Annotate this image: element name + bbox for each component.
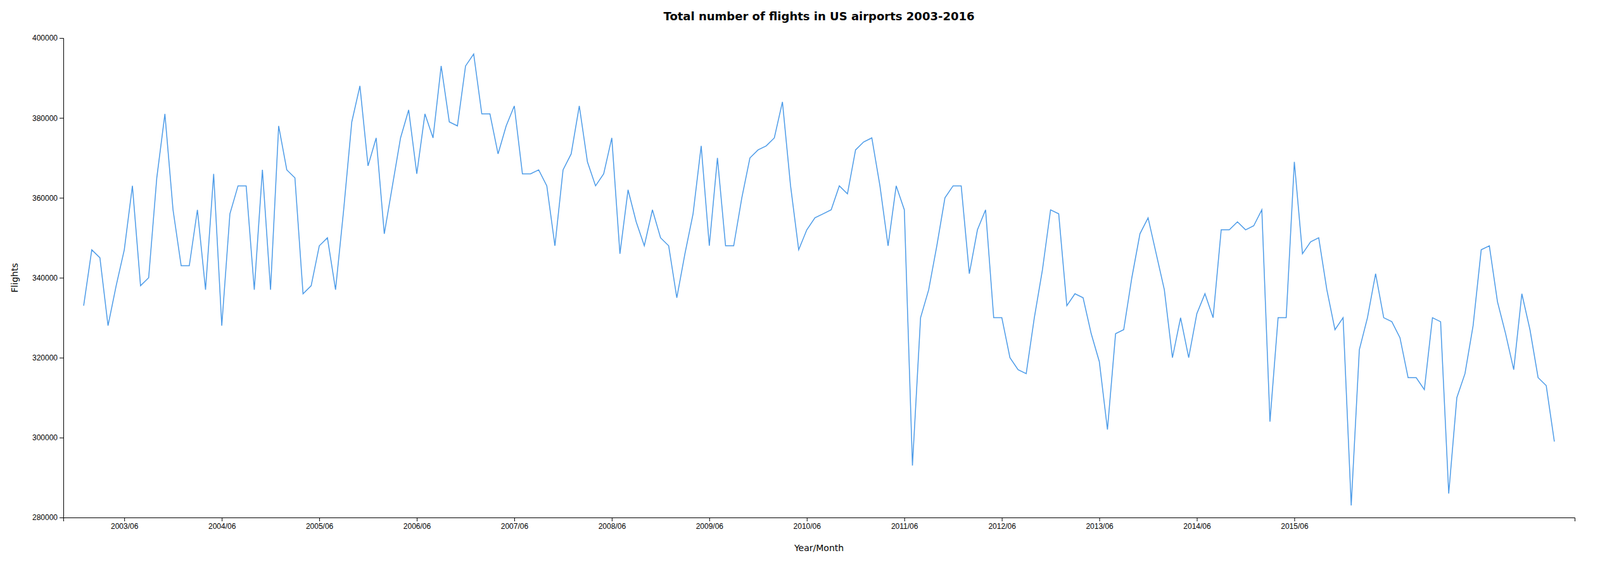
y-tick-mark [59,278,64,279]
y-tick-label: 400000 [32,33,58,43]
x-tick-mark [124,517,125,522]
x-tick: 2012/06 [988,517,1016,531]
y-axis: 280000 300000 320000 340000 360000 380000 4000… [32,33,64,522]
y-tick: 300000 [32,433,64,443]
y-axis-title: Flights [9,262,20,293]
x-tick-mark [514,517,515,522]
x-tick: 2008/06 [598,517,627,531]
x-tick: 2013/06 [1085,517,1114,531]
y-tick-mark [59,197,64,199]
y-tick-label: 320000 [32,353,58,363]
x-tick: 2003/06 [110,517,139,531]
x-tick-label: 2007/06 [501,521,529,531]
y-axis-line [59,38,64,519]
x-tick-mark [1002,517,1003,522]
x-tick: 2007/06 [501,517,529,531]
y-tick: 320000 [32,353,64,363]
y-tick-mark [59,517,64,519]
chart: 280000 300000 320000 340000 360000 380000 4000… [0,0,1600,565]
x-tick-label: 2004/06 [208,521,237,531]
x-tick-mark [904,517,906,522]
x-tick-label: 2011/06 [891,521,919,531]
x-tick: 2010/06 [793,517,822,531]
x-tick-mark [1294,517,1295,522]
x-tick-label: 2008/06 [598,521,627,531]
x-tick-mark [709,517,711,522]
x-tick: 2005/06 [305,517,334,531]
y-tick: 360000 [32,193,64,203]
y-tick-label: 340000 [32,273,58,283]
plot-area: 280000 300000 320000 340000 360000 380000 4000… [32,33,1576,531]
x-tick-label: 2006/06 [403,521,432,531]
x-axis: 2003/06 2004/06 2005/06 2006/06 2007/06 2008/… [63,517,1576,531]
x-axis-title: Year/Month [793,542,844,553]
x-tick-label: 2009/06 [696,521,724,531]
line [83,53,1555,506]
x-tick-label: 2005/06 [305,521,334,531]
y-tick-label: 280000 [32,513,58,522]
x-tick-label: 2012/06 [988,521,1016,531]
x-tick-mark [416,517,418,522]
marks [83,53,1555,506]
y-tick: 380000 [32,114,64,123]
title: Total number of flights in US airports 2… [663,9,975,23]
x-tick-mark [319,517,320,522]
x-tick: 2006/06 [403,517,432,531]
y-tick: 400000 [32,33,64,43]
x-tick-mark [1197,517,1198,522]
y-tick: 340000 [32,273,64,283]
x-tick-label: 2015/06 [1280,521,1309,531]
x-tick-label: 2013/06 [1085,521,1114,531]
y-tick: 280000 [32,513,64,522]
x-tick-label: 2003/06 [110,521,139,531]
x-tick-label: 2014/06 [1183,521,1212,531]
y-tick-label: 360000 [32,193,58,203]
x-tick: 2015/06 [1280,517,1309,531]
y-tick-mark [59,437,64,439]
x-tick-label: 2010/06 [793,521,822,531]
x-tick-mark [1099,517,1101,522]
x-tick: 2004/06 [208,517,237,531]
x-tick-mark [221,517,223,522]
y-tick-mark [59,117,64,119]
x-tick-mark [806,517,808,522]
x-tick: 2009/06 [696,517,724,531]
x-tick: 2011/06 [891,517,919,531]
x-axis-line [63,518,1576,522]
y-tick-mark [59,38,64,39]
y-tick-label: 380000 [32,114,58,123]
y-tick-label: 300000 [32,433,58,443]
x-tick: 2014/06 [1183,517,1212,531]
x-tick-mark [611,517,613,522]
y-tick-mark [59,357,64,359]
